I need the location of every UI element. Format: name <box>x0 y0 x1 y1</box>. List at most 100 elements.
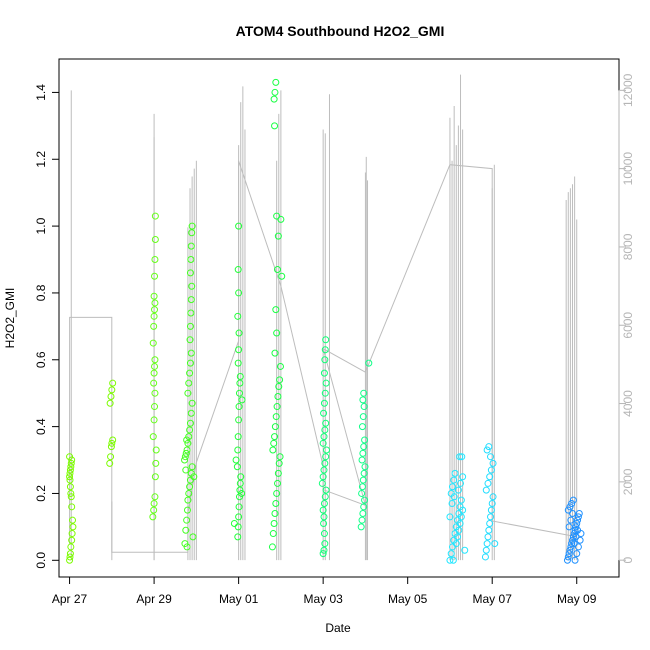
data-point <box>67 493 75 501</box>
data-point <box>236 486 244 494</box>
data-point <box>487 506 495 514</box>
data-point <box>446 556 454 564</box>
data-point <box>482 486 490 494</box>
data-point <box>232 456 240 464</box>
data-point <box>489 459 497 467</box>
x-tick-label: May 03 <box>303 592 343 606</box>
data-point <box>270 520 278 528</box>
data-point <box>270 95 278 103</box>
data-point <box>486 520 494 528</box>
data-point <box>235 389 243 397</box>
data-point <box>107 393 115 401</box>
data-point <box>188 229 196 237</box>
data-point <box>181 456 189 464</box>
data-point <box>183 543 191 551</box>
data-point <box>568 499 576 507</box>
data-point <box>150 312 158 320</box>
data-point <box>269 530 277 538</box>
data-point <box>322 453 330 461</box>
data-point <box>188 222 196 230</box>
data-point <box>358 483 366 491</box>
data-point <box>570 540 578 548</box>
x-tick-label: Apr 27 <box>52 592 88 606</box>
data-point <box>67 489 75 497</box>
data-point <box>183 506 191 514</box>
y-tick-label: 0.6 <box>34 351 48 368</box>
data-point <box>321 426 329 434</box>
data-point <box>569 496 577 504</box>
data-point <box>457 496 465 504</box>
data-point <box>234 312 242 320</box>
data-point <box>321 459 329 467</box>
x-tick-label: May 01 <box>219 592 259 606</box>
data-point <box>151 299 159 307</box>
data-point <box>361 463 369 471</box>
data-point <box>573 550 581 558</box>
data-point <box>447 550 455 558</box>
data-point <box>566 546 574 554</box>
data-point <box>151 356 159 364</box>
y-axis: 0.0 0.2 0.4 0.6 0.8 1.0 1.2 1.4 <box>34 84 60 569</box>
data-point <box>276 376 284 384</box>
data-point <box>186 426 194 434</box>
x-tick-label: May 05 <box>388 592 428 606</box>
data-point <box>485 526 493 534</box>
altitude-layer <box>69 74 578 561</box>
data-point <box>185 489 193 497</box>
data-point <box>320 433 328 441</box>
data-point <box>151 272 159 280</box>
data-point <box>459 506 467 514</box>
data-point <box>572 533 580 541</box>
data-point <box>485 443 493 451</box>
data-point <box>67 459 75 467</box>
data-point <box>235 329 243 337</box>
data-point <box>106 459 114 467</box>
data-point <box>275 383 283 391</box>
data-point <box>320 546 328 554</box>
y-tick-label: 1.2 <box>34 151 48 168</box>
data-point <box>571 556 579 564</box>
y2-tick-label: 6000 <box>621 312 635 339</box>
data-point <box>360 503 368 511</box>
data-point <box>456 453 464 461</box>
data-point <box>450 493 458 501</box>
data-point <box>575 510 583 518</box>
data-point <box>320 466 328 474</box>
data-point <box>322 336 330 344</box>
data-point <box>320 399 328 407</box>
data-point <box>69 516 77 524</box>
data-point <box>187 349 195 357</box>
data-point <box>182 466 190 474</box>
data-point <box>151 493 159 501</box>
data-point <box>151 212 159 220</box>
data-point <box>150 322 158 330</box>
data-point <box>274 479 282 487</box>
data-point <box>320 530 328 538</box>
data-point <box>187 409 195 417</box>
data-point <box>236 372 244 380</box>
data-point <box>487 453 495 461</box>
data-point <box>273 489 281 497</box>
data-point <box>234 533 242 541</box>
data-point <box>489 493 497 501</box>
data-point <box>233 463 241 471</box>
data-point <box>564 506 572 514</box>
data-point <box>274 266 282 274</box>
data-point <box>319 506 327 514</box>
data-point <box>66 476 74 484</box>
data-point <box>151 389 159 397</box>
data-point <box>318 479 326 487</box>
data-point <box>320 409 328 417</box>
data-point <box>481 553 489 561</box>
data-point <box>486 473 494 481</box>
data-point <box>574 516 582 524</box>
data-point <box>482 546 490 554</box>
data-point <box>236 379 244 387</box>
data-point <box>446 513 454 521</box>
data-point <box>563 556 571 564</box>
y-tick-label: 0.2 <box>34 485 48 502</box>
data-point <box>320 513 328 521</box>
data-point <box>457 479 465 487</box>
data-point <box>66 469 74 477</box>
data-point <box>360 403 368 411</box>
